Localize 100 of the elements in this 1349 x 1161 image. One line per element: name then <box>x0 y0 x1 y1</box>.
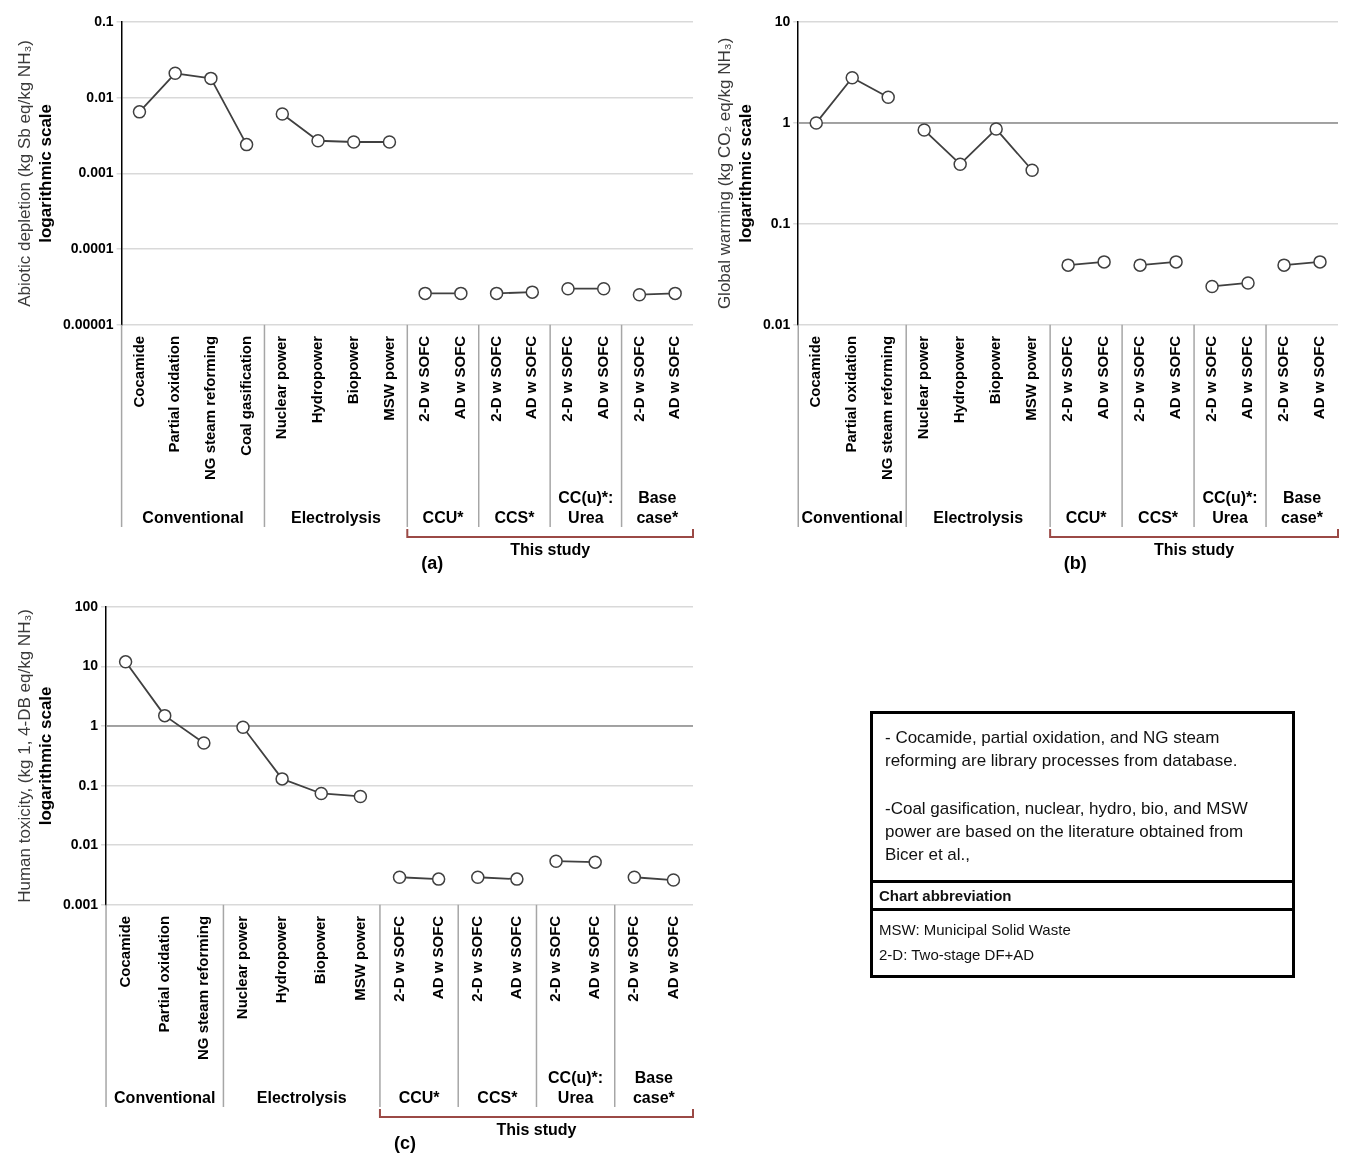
x-tick-label: Coal gasification <box>236 335 254 456</box>
y-tick-label: 0.1 <box>94 12 114 29</box>
point <box>666 873 681 887</box>
x-tick-label: MSW power <box>1022 335 1040 421</box>
point <box>392 870 407 885</box>
text: This study <box>510 541 591 559</box>
x-tick-label: 2-D w SOFC <box>624 915 642 1002</box>
text: -Coal gasification, nuclear, hydro, bio, and MSW power are based on the literature obtained from Bicer et al., <box>885 798 1249 866</box>
point <box>454 286 468 301</box>
y-tick-label: 0.01 <box>70 836 99 853</box>
point <box>118 655 133 669</box>
point <box>1061 258 1075 272</box>
point <box>1313 255 1327 269</box>
text: CCU* <box>398 1089 441 1107</box>
point <box>917 123 931 137</box>
x-tick-label: 2-D w SOFC <box>389 915 407 1002</box>
text: CCS* <box>1138 509 1179 527</box>
x-tick-label: 2-D w SOFC <box>629 335 647 422</box>
point <box>346 135 361 149</box>
x-tick-label: Hydropower <box>272 915 290 1004</box>
text: CC(u)*: Urea <box>558 489 614 527</box>
point <box>197 736 211 750</box>
point <box>1277 258 1291 272</box>
x-tick-label: MSW power <box>350 915 368 1001</box>
text: Conventional <box>801 509 903 527</box>
x-tick-label: Nuclear power <box>914 335 932 440</box>
x-tick-label: AD w SOFC <box>1238 335 1256 420</box>
point <box>132 105 147 119</box>
point <box>525 285 540 299</box>
point <box>275 107 290 121</box>
text: This study <box>1154 541 1235 559</box>
text: (b) <box>1063 552 1087 573</box>
text: Electrolysis <box>933 509 1024 527</box>
point <box>311 134 325 148</box>
x-tick-label: AD w SOFC <box>585 915 603 1000</box>
point <box>510 872 524 886</box>
text: CCS* <box>494 509 536 527</box>
point <box>1133 258 1147 272</box>
point <box>809 116 823 130</box>
point <box>549 854 563 868</box>
x-tick-label: Biopower <box>986 335 1004 405</box>
y-tick-label: 10 <box>82 657 99 674</box>
x-tick-label: 2-D w SOFC <box>1202 335 1220 422</box>
text: Base case* <box>636 489 679 527</box>
x-tick-label: NG steam reforming <box>201 335 219 480</box>
point <box>489 286 504 301</box>
point <box>1097 255 1111 269</box>
x-tick-label: NG steam reforming <box>878 335 896 480</box>
x-tick-label: 2-D w SOFC <box>486 335 504 422</box>
x-tick-label: Partial oxidation <box>154 915 172 1033</box>
point <box>881 90 895 104</box>
x-tick-label: Cocamide <box>115 915 133 988</box>
text: Conventional <box>114 1089 216 1107</box>
x-tick-label: 2-D w SOFC <box>558 335 576 422</box>
y-axis-title: Human toxicity, (kg 1, 4-DB eq/kg NH₃) logarithmic scale <box>15 608 55 903</box>
text: Electrolysis <box>256 1089 347 1107</box>
text: Electrolysis <box>290 509 381 527</box>
x-tick-label: 2-D w SOFC <box>1274 335 1292 422</box>
point <box>353 789 368 804</box>
point <box>157 708 172 723</box>
x-tick-label: Biopower <box>343 335 361 405</box>
x-tick-label: AD w SOFC <box>428 915 446 1000</box>
x-tick-label: AD w SOFC <box>522 335 540 420</box>
point <box>561 281 575 296</box>
x-tick-label: AD w SOFC <box>1094 335 1112 420</box>
x-tick-label: MSW power <box>379 335 397 421</box>
point <box>596 281 611 296</box>
y-axis-title: Abiotic depletion (kg Sb eq/kg NH₃) logarithmic scale <box>15 40 55 307</box>
point <box>239 137 254 152</box>
point <box>314 786 329 801</box>
point <box>431 872 446 886</box>
x-tick-label: AD w SOFC <box>1310 335 1328 420</box>
x-tick-label: 2-D w SOFC <box>546 915 564 1002</box>
text: Base case* <box>1281 489 1324 527</box>
point <box>471 870 485 885</box>
y-tick-label: 0.001 <box>62 895 99 912</box>
text: CCU* <box>1065 509 1108 527</box>
point <box>204 71 218 86</box>
y-tick-label: 0.01 <box>86 88 114 105</box>
x-tick-label: Biopower <box>311 915 329 985</box>
x-tick-label: Hydropower <box>950 335 968 424</box>
x-tick-label: AD w SOFC <box>1166 335 1184 420</box>
y-tick-label: 0.00001 <box>63 315 114 332</box>
y-tick-label: 0.1 <box>770 214 791 231</box>
y-tick-label: 0.0001 <box>70 239 114 256</box>
text: This study <box>496 1121 577 1139</box>
text: (c) <box>393 1132 416 1153</box>
y-tick-label: 0.001 <box>78 164 114 181</box>
y-tick-label: 1 <box>782 113 791 130</box>
x-tick-label: AD w SOFC <box>663 915 681 1000</box>
x-tick-label: AD w SOFC <box>593 335 611 420</box>
x-tick-label: Nuclear power <box>272 335 290 440</box>
y-axis-title: Global warming (kg CO₂ eq/kg NH₃) logarithmic scale <box>715 37 755 310</box>
point <box>236 720 250 734</box>
text: MSW: Municipal Solid Waste <box>879 920 1072 940</box>
text: Chart abbreviation <box>873 880 1292 908</box>
point <box>1241 276 1255 290</box>
y-tick-label: 10 <box>774 12 791 29</box>
point <box>1205 279 1219 294</box>
point <box>418 286 432 301</box>
